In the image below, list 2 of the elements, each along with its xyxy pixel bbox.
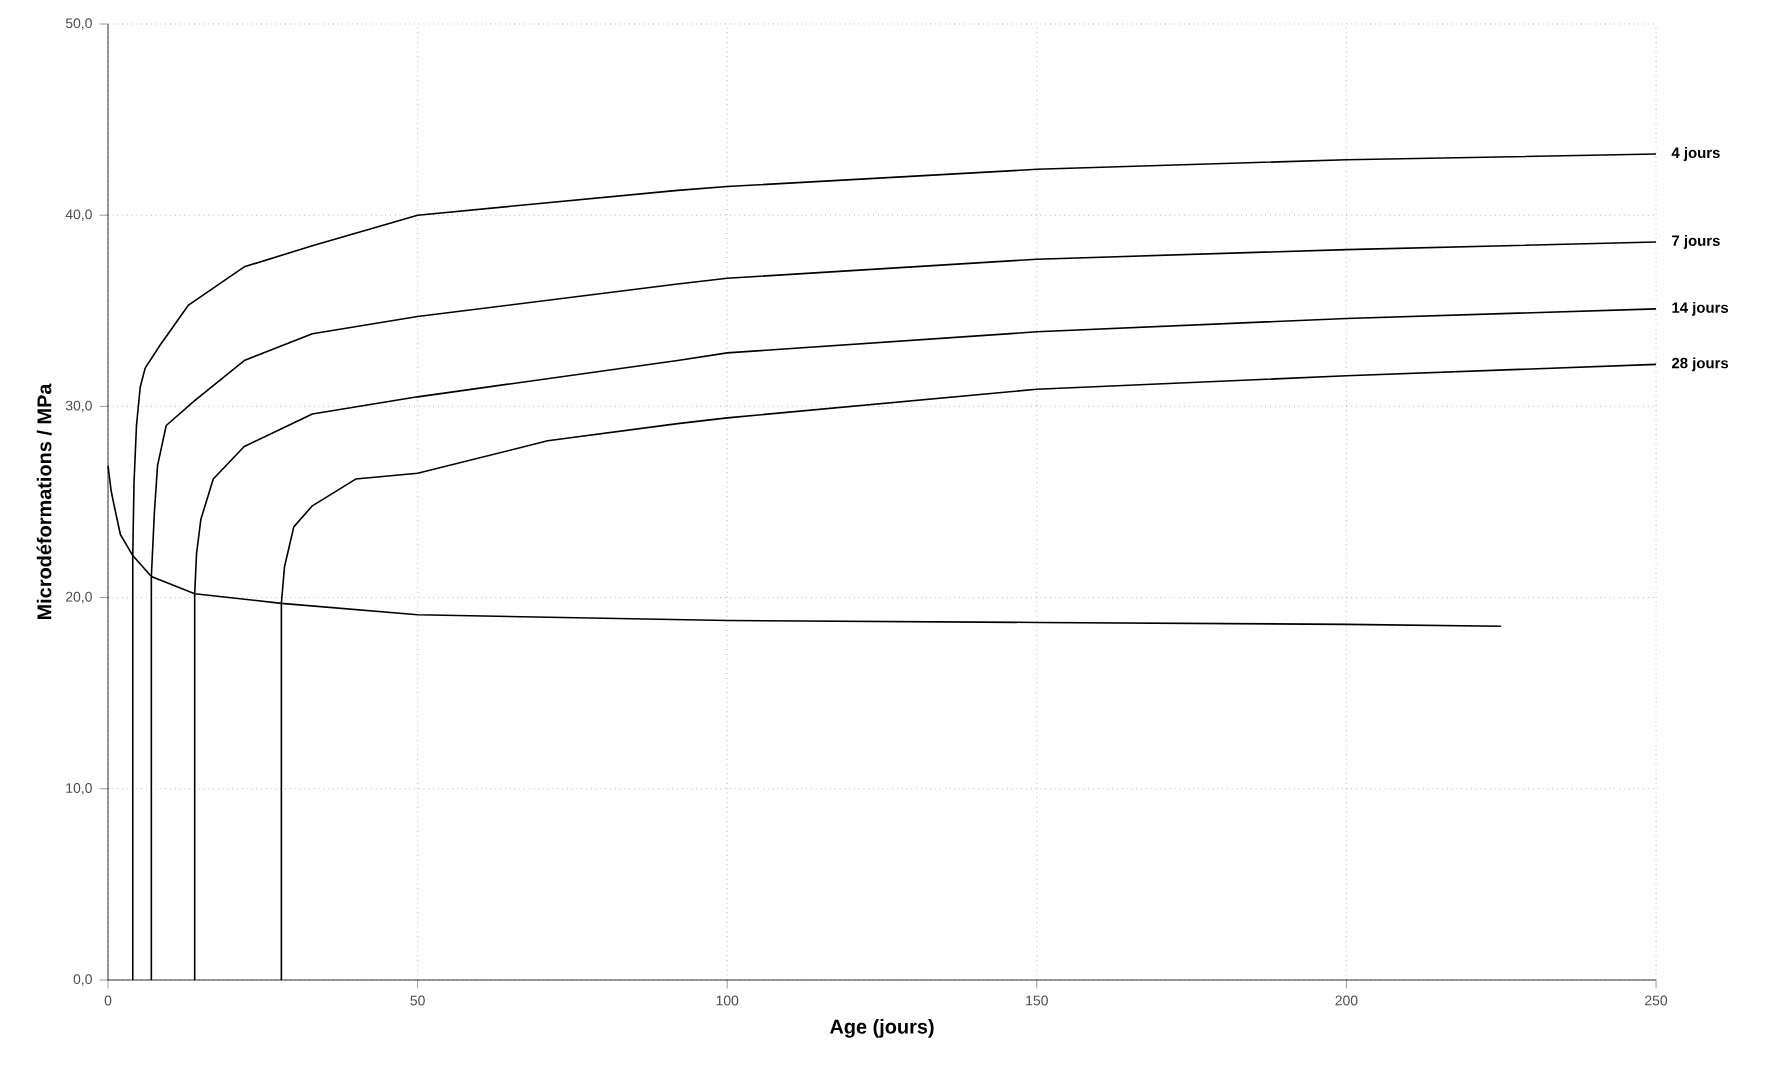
y-axis-title: Microdéformations / MPa [36, 383, 52, 620]
x-axis-title: Age (jours) [829, 1019, 934, 1038]
